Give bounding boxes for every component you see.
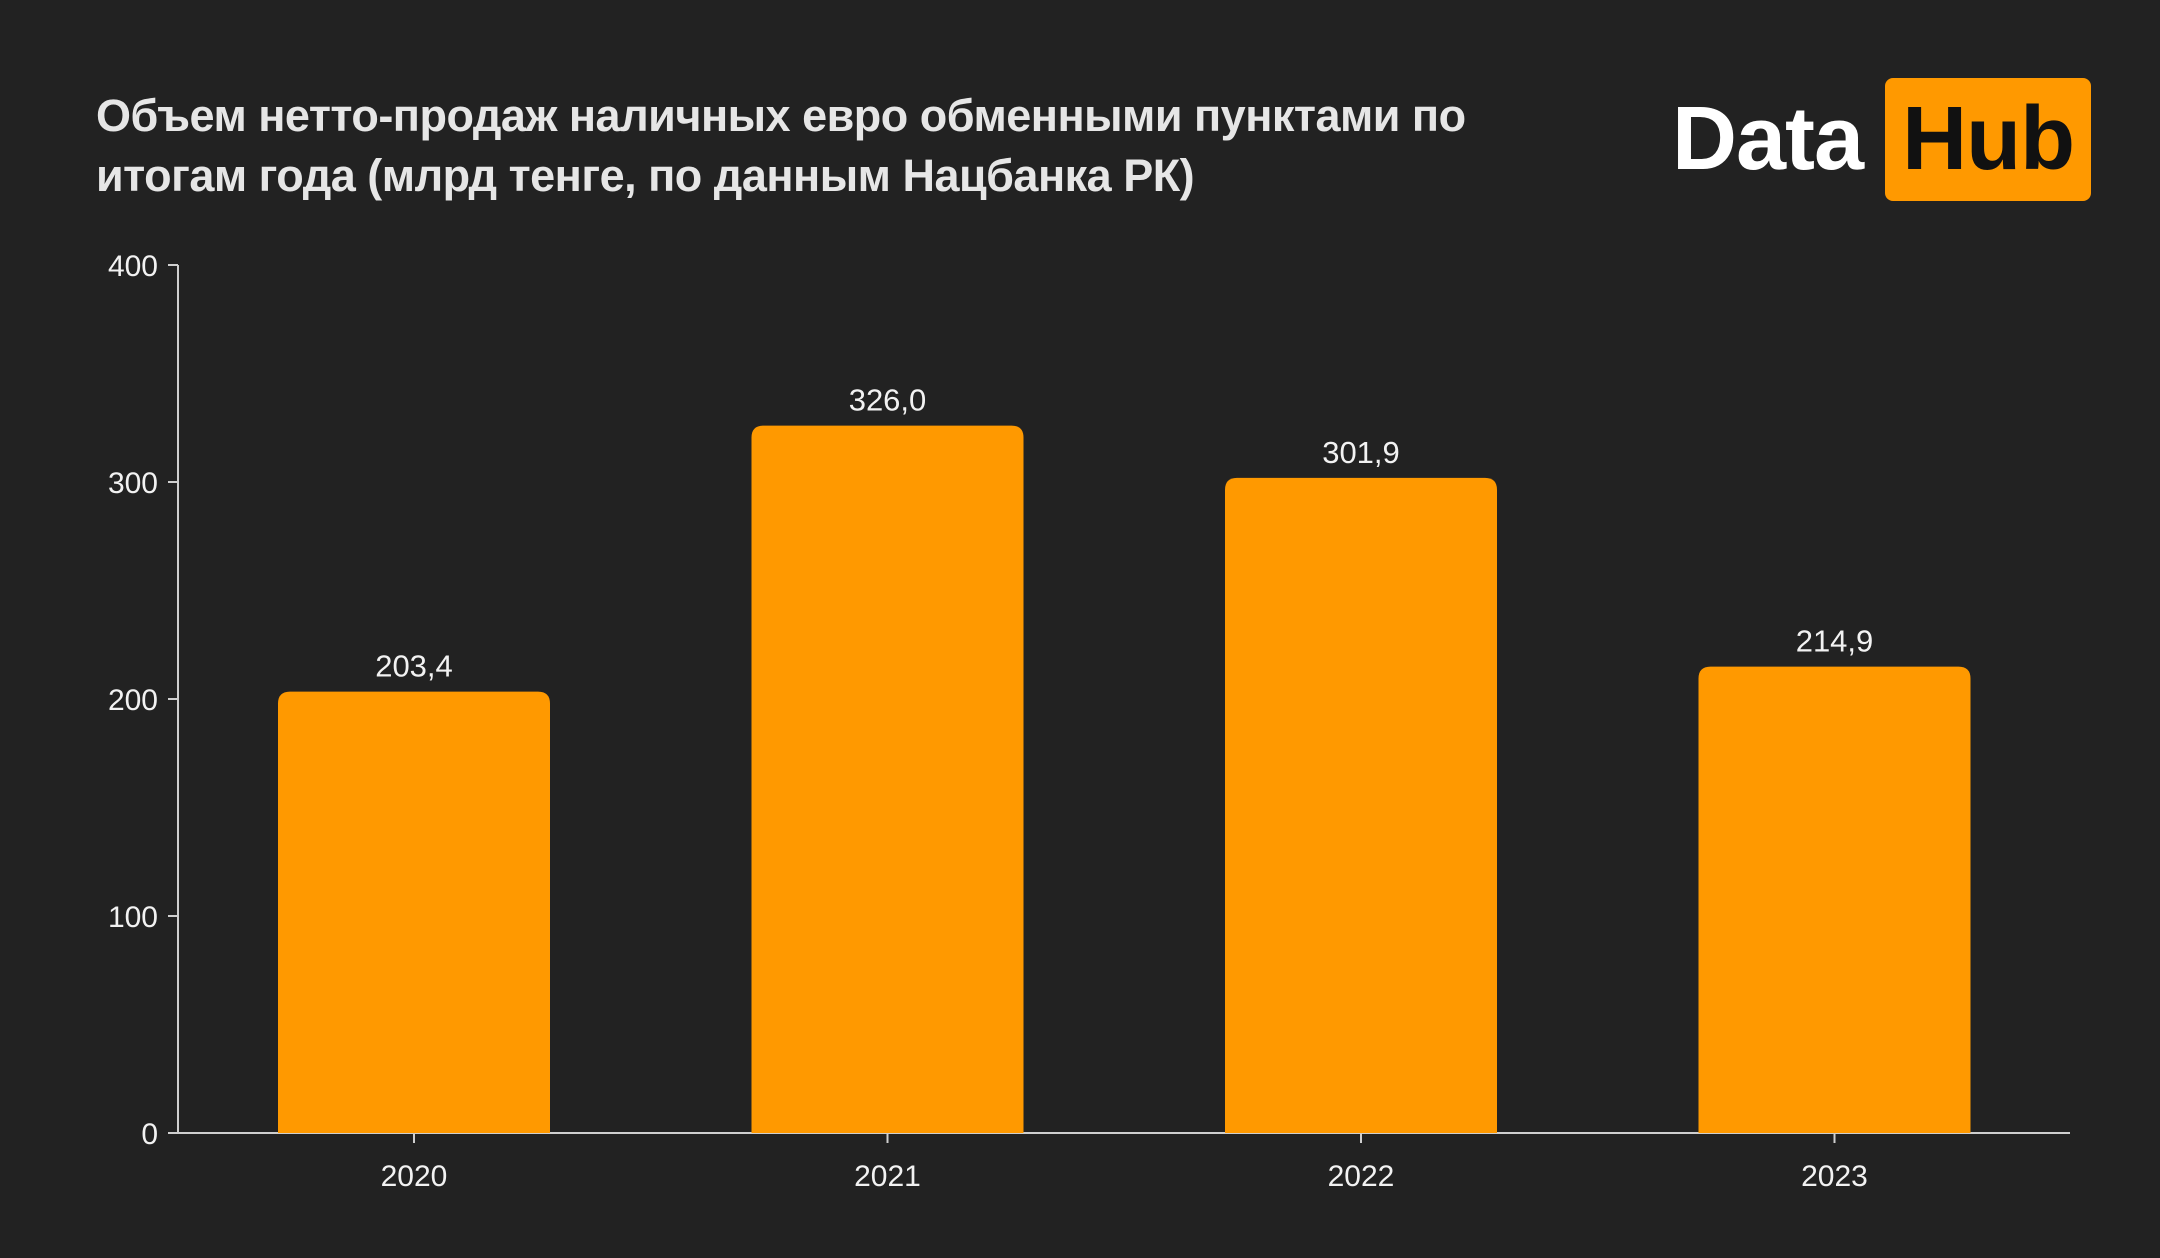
data-labels: 203,4 326,0 301,9 214,9 bbox=[375, 383, 1873, 684]
bar-2021 bbox=[751, 425, 1024, 1134]
data-label-2022: 301,9 bbox=[1322, 435, 1400, 470]
y-tick-label: 300 bbox=[108, 467, 158, 500]
logo-text-hub: Hub bbox=[1885, 78, 2092, 201]
y-tick-label: 400 bbox=[108, 250, 158, 283]
x-tick-label-2021: 2021 bbox=[854, 1160, 921, 1193]
logo-text-data: Data bbox=[1672, 89, 1864, 189]
x-tick-label-2020: 2020 bbox=[381, 1160, 448, 1193]
y-tick-label: 100 bbox=[108, 901, 158, 934]
bar-2020 bbox=[278, 691, 550, 1133]
chart-title-line-2: итогам года (млрд тенге, по данным Нацба… bbox=[96, 150, 1195, 201]
x-tick-label-2022: 2022 bbox=[1328, 1160, 1395, 1193]
chart-title-line-1: Объем нетто-продаж наличных евро обменны… bbox=[96, 90, 1466, 141]
y-axis: 0 100 200 300 400 bbox=[108, 250, 179, 1151]
data-label-2020: 203,4 bbox=[375, 649, 453, 684]
y-tick-label: 200 bbox=[108, 684, 158, 717]
x-axis: 2020 2021 2022 2023 bbox=[178, 1132, 2070, 1193]
x-tick-label-2023: 2023 bbox=[1801, 1160, 1868, 1193]
data-label-2021: 326,0 bbox=[849, 383, 927, 418]
data-label-2023: 214,9 bbox=[1796, 624, 1874, 659]
bar-2023 bbox=[1698, 666, 1971, 1133]
chart-title: Объем нетто-продаж наличных евро обменны… bbox=[96, 86, 1596, 206]
y-tick-label: 0 bbox=[141, 1118, 158, 1151]
datahub-logo: Data Hub bbox=[1672, 78, 2092, 201]
bar-2022 bbox=[1225, 477, 1497, 1133]
bars bbox=[278, 425, 1971, 1134]
